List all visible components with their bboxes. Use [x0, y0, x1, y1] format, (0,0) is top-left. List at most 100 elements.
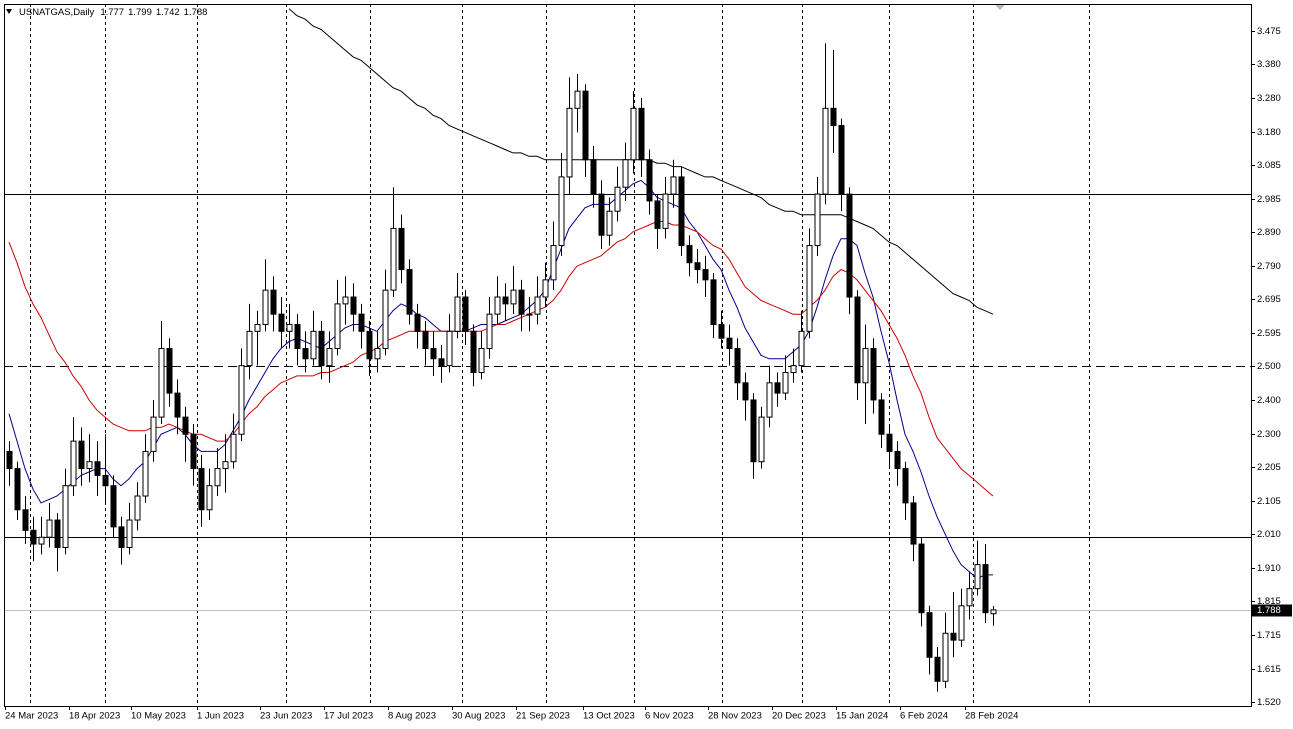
candle-body [558, 176, 565, 247]
candle-body [550, 245, 557, 281]
candle-body [126, 519, 133, 548]
header: USNATGAS,Daily 1.777 1.799 1.742 1.788 [19, 7, 207, 18]
candle-body [462, 296, 469, 332]
plot-area [4, 8, 1251, 692]
candle-body [214, 468, 221, 487]
candle-body [694, 262, 701, 271]
candle-body [902, 468, 909, 504]
candle-body [222, 461, 229, 470]
candle-body [582, 90, 589, 161]
y-tick-label: 3.180 [1257, 127, 1281, 138]
candle-body [198, 468, 205, 511]
candle-body [598, 193, 605, 236]
candle-body [790, 365, 797, 373]
candle-body [278, 313, 285, 332]
candle-body [94, 461, 101, 476]
candle-body [270, 289, 277, 315]
candle-body [30, 529, 37, 545]
candle-body [334, 303, 341, 349]
candle-body [702, 269, 709, 281]
x-tick-label: 30 Aug 2023 [452, 711, 505, 722]
y-tick-label: 2.695 [1257, 294, 1281, 305]
high: 1.799 [128, 7, 152, 18]
candle-body [62, 485, 69, 548]
candle-body [486, 313, 493, 349]
candle-body [518, 289, 525, 315]
candle-body [950, 632, 957, 641]
candle-body [230, 433, 237, 463]
y-tick-label: 2.890 [1257, 227, 1281, 238]
x-tick-label: 15 Jan 2024 [836, 711, 888, 722]
candle-body [158, 347, 165, 418]
candle-body [494, 296, 501, 315]
y-tick-label: 2.400 [1257, 395, 1281, 406]
candle-body [590, 159, 597, 195]
y-tick-label: 2.010 [1257, 529, 1281, 540]
candle-body [606, 210, 613, 236]
candle-body [142, 450, 149, 497]
candle-body [166, 347, 173, 394]
candle-body [710, 279, 717, 325]
moving-average [8, 179, 993, 579]
candle-body [70, 440, 77, 487]
low: 1.742 [156, 7, 180, 18]
candle-body [54, 519, 61, 548]
candle-body [134, 495, 141, 521]
y-tick-label: 1.520 [1257, 697, 1281, 708]
candle-body [654, 200, 661, 229]
candle-body [878, 399, 885, 435]
candle-body [430, 347, 437, 360]
candle-body [174, 392, 181, 418]
candle-body [670, 176, 677, 195]
moving-average [8, 221, 994, 497]
candle-body [846, 193, 853, 298]
candle-body [718, 323, 725, 339]
x-tick-label: 28 Feb 2024 [965, 711, 1018, 722]
candle-body [382, 289, 389, 349]
candle-body [454, 296, 461, 332]
candle-body [766, 382, 773, 418]
x-tick-label: 28 Nov 2023 [708, 711, 762, 722]
candle-body [262, 289, 269, 325]
candle-body [534, 296, 541, 315]
candle-body [966, 588, 973, 607]
candle-body [750, 399, 757, 463]
shift-marker[interactable] [995, 5, 1005, 10]
candle-body [14, 468, 21, 511]
candle-body [358, 313, 365, 332]
candle-body [102, 474, 109, 487]
candle-body [6, 450, 13, 470]
close: 1.788 [184, 7, 208, 18]
candle-body [862, 347, 869, 384]
candle-body [646, 159, 653, 202]
candle-body [310, 330, 317, 360]
candle-body [638, 107, 645, 161]
collapse-arrow[interactable] [6, 9, 12, 14]
candle-body [574, 90, 581, 109]
candle-body [782, 371, 789, 394]
candle-body [246, 330, 253, 367]
candle-body [814, 193, 821, 247]
y-tick-label: 2.500 [1257, 361, 1281, 372]
y-tick-label: 1.715 [1257, 630, 1281, 641]
candle-body [390, 227, 397, 291]
y-tick-label: 2.790 [1257, 261, 1281, 272]
candle-body [286, 323, 293, 332]
candle-body [566, 107, 573, 178]
candle-body [318, 330, 325, 367]
x-tick-label: 6 Nov 2023 [645, 711, 694, 722]
candle-body [854, 296, 861, 384]
candle-body [302, 347, 309, 360]
candle-body [910, 502, 917, 545]
candle-body [806, 245, 813, 332]
symbol: USNATGAS,Daily [19, 7, 95, 18]
candle-body [918, 543, 925, 614]
y-tick-label: 1.815 [1257, 596, 1281, 607]
y-tick-label: 3.475 [1257, 26, 1281, 37]
x-tick-label: 24 Mar 2023 [5, 711, 58, 722]
candle-body [686, 245, 693, 264]
candle-body [822, 107, 829, 195]
candle-body [734, 347, 741, 384]
